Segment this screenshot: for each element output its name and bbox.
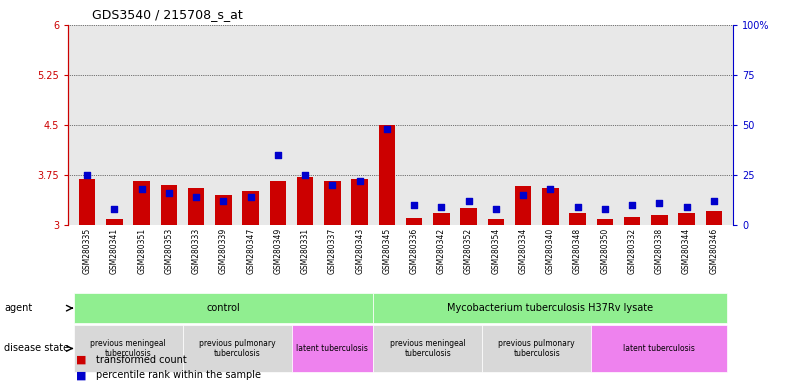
Bar: [79, 179, 95, 225]
Text: GSM280333: GSM280333: [191, 228, 200, 274]
Bar: [433, 213, 449, 225]
Text: GSM280351: GSM280351: [137, 228, 146, 274]
Point: [163, 190, 175, 196]
Bar: [183, 326, 292, 372]
Bar: [379, 125, 395, 225]
Bar: [188, 188, 204, 225]
Text: latent tuberculosis: latent tuberculosis: [296, 344, 368, 353]
Point: [299, 172, 312, 178]
Text: GSM280345: GSM280345: [382, 228, 392, 274]
Point: [108, 205, 121, 212]
Point: [217, 198, 230, 204]
Bar: [624, 217, 640, 225]
Text: latent tuberculosis: latent tuberculosis: [623, 344, 695, 353]
Point: [544, 185, 557, 192]
Text: GSM280353: GSM280353: [164, 228, 173, 274]
Bar: [270, 181, 286, 225]
Text: previous pulmonary
tuberculosis: previous pulmonary tuberculosis: [498, 339, 575, 358]
Point: [489, 205, 502, 212]
Bar: [597, 219, 613, 225]
Text: GSM280344: GSM280344: [682, 228, 691, 274]
Text: GSM280354: GSM280354: [491, 228, 501, 274]
Text: GSM280346: GSM280346: [710, 228, 718, 274]
Text: GSM280339: GSM280339: [219, 228, 228, 274]
Point: [462, 198, 475, 204]
Bar: [542, 188, 558, 225]
Point: [408, 202, 421, 208]
Text: GSM280332: GSM280332: [628, 228, 637, 274]
Bar: [243, 191, 259, 225]
Text: GSM280348: GSM280348: [573, 228, 582, 274]
Text: transformed count: transformed count: [96, 355, 187, 365]
Point: [680, 204, 693, 210]
Bar: [678, 213, 694, 225]
Bar: [651, 215, 667, 225]
Text: GSM280352: GSM280352: [464, 228, 473, 274]
Text: GSM280340: GSM280340: [545, 228, 555, 274]
Bar: [373, 326, 482, 372]
Point: [244, 194, 257, 200]
Point: [272, 152, 284, 158]
Bar: [292, 326, 373, 372]
Point: [653, 200, 666, 206]
Bar: [570, 213, 586, 225]
Text: ■: ■: [76, 355, 87, 365]
Bar: [482, 326, 591, 372]
Text: GSM280342: GSM280342: [437, 228, 446, 274]
Bar: [488, 219, 504, 225]
Text: GSM280336: GSM280336: [409, 228, 419, 274]
Bar: [352, 179, 368, 225]
Bar: [74, 326, 183, 372]
Text: GDS3540 / 215708_s_at: GDS3540 / 215708_s_at: [92, 8, 243, 21]
Text: GSM280335: GSM280335: [83, 228, 91, 274]
Point: [380, 126, 393, 132]
Bar: [74, 293, 373, 323]
Text: GSM280350: GSM280350: [601, 228, 610, 274]
Point: [135, 185, 148, 192]
Bar: [324, 181, 340, 225]
Bar: [134, 181, 150, 225]
Bar: [515, 186, 531, 225]
Point: [707, 198, 720, 204]
Point: [571, 204, 584, 210]
Point: [81, 172, 94, 178]
Bar: [297, 177, 313, 225]
Point: [353, 178, 366, 184]
Text: GSM280349: GSM280349: [273, 228, 283, 274]
Text: previous pulmonary
tuberculosis: previous pulmonary tuberculosis: [199, 339, 276, 358]
Point: [517, 192, 529, 198]
Text: GSM280337: GSM280337: [328, 228, 337, 274]
Point: [598, 205, 611, 212]
Bar: [373, 293, 727, 323]
Text: control: control: [207, 303, 240, 313]
Text: GSM280338: GSM280338: [655, 228, 664, 274]
Text: GSM280343: GSM280343: [355, 228, 364, 274]
Text: ■: ■: [76, 370, 87, 380]
Bar: [215, 195, 231, 225]
Bar: [107, 219, 123, 225]
Bar: [406, 218, 422, 225]
Text: disease state: disease state: [4, 343, 69, 354]
Text: GSM280334: GSM280334: [518, 228, 528, 274]
Text: GSM280347: GSM280347: [246, 228, 256, 274]
Text: agent: agent: [4, 303, 32, 313]
Text: Mycobacterium tuberculosis H37Rv lysate: Mycobacterium tuberculosis H37Rv lysate: [447, 303, 654, 313]
Point: [326, 182, 339, 188]
Text: GSM280341: GSM280341: [110, 228, 119, 274]
Point: [190, 194, 203, 200]
Bar: [706, 211, 722, 225]
Text: GSM280331: GSM280331: [300, 228, 310, 274]
Text: previous meningeal
tuberculosis: previous meningeal tuberculosis: [390, 339, 465, 358]
Point: [626, 202, 638, 208]
Bar: [461, 208, 477, 225]
Text: percentile rank within the sample: percentile rank within the sample: [96, 370, 261, 380]
Bar: [161, 185, 177, 225]
Text: previous meningeal
tuberculosis: previous meningeal tuberculosis: [91, 339, 166, 358]
Point: [435, 204, 448, 210]
Bar: [591, 326, 727, 372]
